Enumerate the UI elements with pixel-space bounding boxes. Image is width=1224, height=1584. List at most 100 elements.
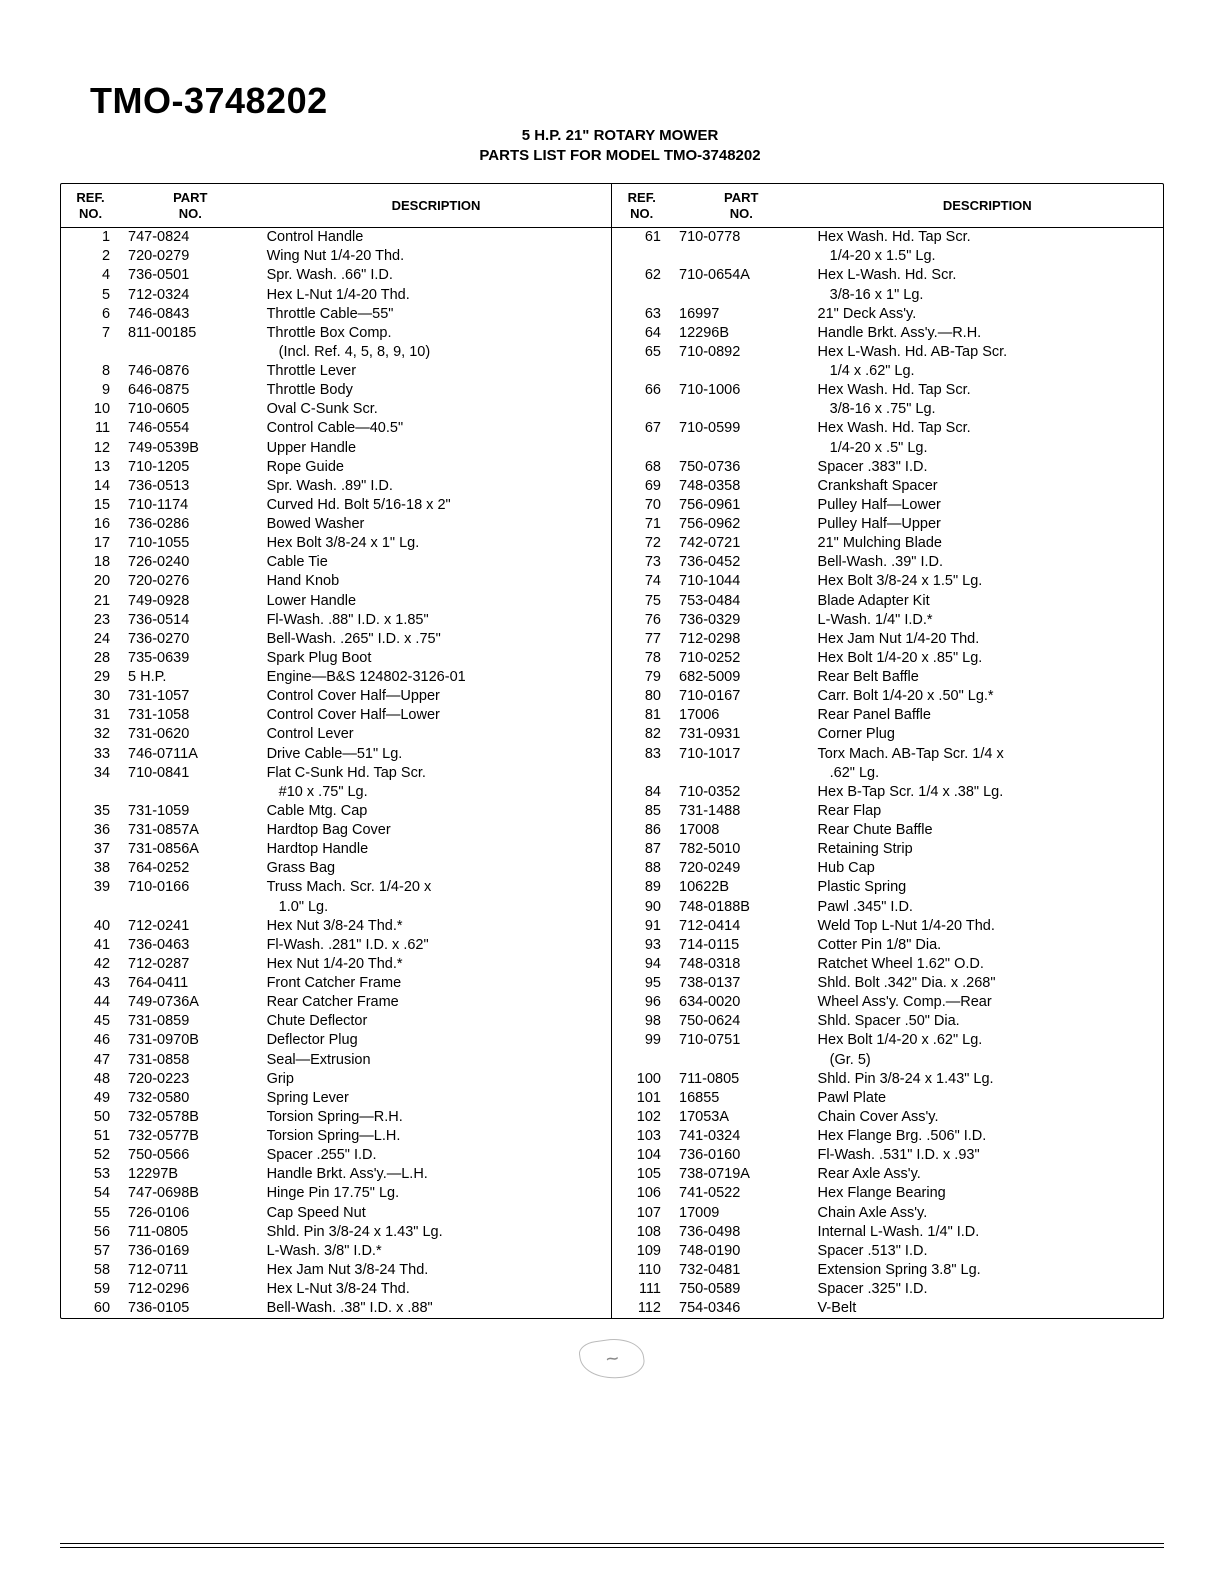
cell-ref: 43 <box>61 974 120 993</box>
cell-part2: 634-0020 <box>671 993 812 1012</box>
cell-ref2: 102 <box>612 1108 671 1127</box>
cell-part2 <box>671 400 812 419</box>
cell-part2: 710-0751 <box>671 1031 812 1050</box>
cell-part: 712-0711 <box>120 1261 261 1280</box>
cell-ref2: 69 <box>612 477 671 496</box>
table-row: 15710-1174Curved Hd. Bolt 5/16-18 x 2"70… <box>61 496 1163 515</box>
cell-part2: 712-0298 <box>671 630 812 649</box>
cell-ref: 29 <box>61 668 120 687</box>
table-row: 52750-0566Spacer .255" I.D.104736-0160Fl… <box>61 1146 1163 1165</box>
cell-ref2: 91 <box>612 917 671 936</box>
table-row: 56711-0805Shld. Pin 3/8-24 x 1.43" Lg.10… <box>61 1223 1163 1242</box>
cell-ref: 23 <box>61 611 120 630</box>
cell-ref: 48 <box>61 1070 120 1089</box>
cell-desc: Hinge Pin 17.75" Lg. <box>261 1184 612 1203</box>
table-row: 51732-0577BTorsion Spring—L.H.103741-032… <box>61 1127 1163 1146</box>
cell-desc2: Pawl Plate <box>812 1089 1163 1108</box>
cell-desc: Throttle Lever <box>261 362 612 381</box>
cell-part2: 731-0931 <box>671 725 812 744</box>
cell-part2: 710-0352 <box>671 783 812 802</box>
cell-ref2: 95 <box>612 974 671 993</box>
cell-ref2 <box>612 362 671 381</box>
cell-ref: 7 <box>61 324 120 343</box>
cell-part: 731-0857A <box>120 821 261 840</box>
cell-part2: 682-5009 <box>671 668 812 687</box>
cell-part <box>120 783 261 802</box>
cell-desc2: 1/4-20 x 1.5" Lg. <box>812 247 1163 266</box>
table-row: 21749-0928Lower Handle75753-0484Blade Ad… <box>61 592 1163 611</box>
cell-desc: #10 x .75" Lg. <box>261 783 612 802</box>
cell-ref2: 94 <box>612 955 671 974</box>
cell-desc2: Cotter Pin 1/8" Dia. <box>812 936 1163 955</box>
cell-desc: Truss Mach. Scr. 1/4-20 x <box>261 878 612 897</box>
cell-ref2: 71 <box>612 515 671 534</box>
table-row: 17710-1055Hex Bolt 3/8-24 x 1" Lg.72742-… <box>61 534 1163 553</box>
cell-desc2: Spacer .383" I.D. <box>812 458 1163 477</box>
cell-part2: 712-0414 <box>671 917 812 936</box>
cell-ref2: 78 <box>612 649 671 668</box>
cell-ref: 10 <box>61 400 120 419</box>
cell-desc: Grass Bag <box>261 859 612 878</box>
cell-desc2: Hex Bolt 3/8-24 x 1.5" Lg. <box>812 572 1163 591</box>
cell-ref: 5 <box>61 286 120 305</box>
cell-ref: 40 <box>61 917 120 936</box>
table-row: 59712-0296Hex L-Nut 3/8-24 Thd.111750-05… <box>61 1280 1163 1299</box>
cell-part: 736-0286 <box>120 515 261 534</box>
cell-ref: 50 <box>61 1108 120 1127</box>
cell-desc: L-Wash. 3/8" I.D.* <box>261 1242 612 1261</box>
cell-ref2: 106 <box>612 1184 671 1203</box>
cell-ref: 31 <box>61 706 120 725</box>
cell-part: 736-0169 <box>120 1242 261 1261</box>
cell-ref: 17 <box>61 534 120 553</box>
cell-ref2: 76 <box>612 611 671 630</box>
cell-part: 646-0875 <box>120 381 261 400</box>
cell-desc: Hex L-Nut 3/8-24 Thd. <box>261 1280 612 1299</box>
cell-ref2: 89 <box>612 878 671 897</box>
cell-desc: Spacer .255" I.D. <box>261 1146 612 1165</box>
cell-ref2 <box>612 1051 671 1070</box>
table-row: 28735-0639Spark Plug Boot78710-0252Hex B… <box>61 649 1163 668</box>
cell-part2: 711-0805 <box>671 1070 812 1089</box>
cell-desc: Curved Hd. Bolt 5/16-18 x 2" <box>261 496 612 515</box>
cell-part: 731-0970B <box>120 1031 261 1050</box>
table-row: 60736-0105Bell-Wash. .38" I.D. x .88"112… <box>61 1299 1163 1318</box>
cell-desc2: Bell-Wash. .39" I.D. <box>812 553 1163 572</box>
cell-ref2: 61 <box>612 228 671 248</box>
cell-ref2: 75 <box>612 592 671 611</box>
cell-part2: 17009 <box>671 1204 812 1223</box>
table-row: 31731-1058Control Cover Half—Lower811700… <box>61 706 1163 725</box>
cell-desc: Hex L-Nut 1/4-20 Thd. <box>261 286 612 305</box>
cell-ref: 39 <box>61 878 120 897</box>
cell-part2: 736-0160 <box>671 1146 812 1165</box>
cell-desc2: V-Belt <box>812 1299 1163 1318</box>
cell-ref2: 82 <box>612 725 671 744</box>
cell-part: 735-0639 <box>120 649 261 668</box>
cell-part: 710-1055 <box>120 534 261 553</box>
cell-desc2: Carr. Bolt 1/4-20 x .50" Lg.* <box>812 687 1163 706</box>
table-row: 47731-0858Seal—Extrusion (Gr. 5) <box>61 1051 1163 1070</box>
cell-ref2: 101 <box>612 1089 671 1108</box>
table-row: 34710-0841Flat C-Sunk Hd. Tap Scr. .62" … <box>61 764 1163 783</box>
cell-desc2: Hex Bolt 1/4-20 x .62" Lg. <box>812 1031 1163 1050</box>
cell-ref2: 96 <box>612 993 671 1012</box>
cell-part: 710-0841 <box>120 764 261 783</box>
subtitle-block: 5 H.P. 21" ROTARY MOWER PARTS LIST FOR M… <box>300 126 940 165</box>
table-row: 36731-0857AHardtop Bag Cover8617008Rear … <box>61 821 1163 840</box>
cell-ref: 13 <box>61 458 120 477</box>
table-row: 10710-0605Oval C-Sunk Scr. 3/8-16 x .75"… <box>61 400 1163 419</box>
cell-part: 749-0928 <box>120 592 261 611</box>
table-row: 38764-0252Grass Bag88720-0249Hub Cap <box>61 859 1163 878</box>
col-header-part: PARTNO. <box>120 184 261 228</box>
cell-desc2: Hex L-Wash. Hd. AB-Tap Scr. <box>812 343 1163 362</box>
cell-desc: Control Lever <box>261 725 612 744</box>
cell-part: 736-0270 <box>120 630 261 649</box>
cell-desc2: Rear Flap <box>812 802 1163 821</box>
table-row: 54747-0698BHinge Pin 17.75" Lg.106741-05… <box>61 1184 1163 1203</box>
cell-desc2: Shld. Spacer .50" Dia. <box>812 1012 1163 1031</box>
cell-desc: Flat C-Sunk Hd. Tap Scr. <box>261 764 612 783</box>
cell-desc2: Spacer .513" I.D. <box>812 1242 1163 1261</box>
cell-part: 731-1058 <box>120 706 261 725</box>
cell-part2 <box>671 362 812 381</box>
cell-ref: 59 <box>61 1280 120 1299</box>
cell-ref: 14 <box>61 477 120 496</box>
